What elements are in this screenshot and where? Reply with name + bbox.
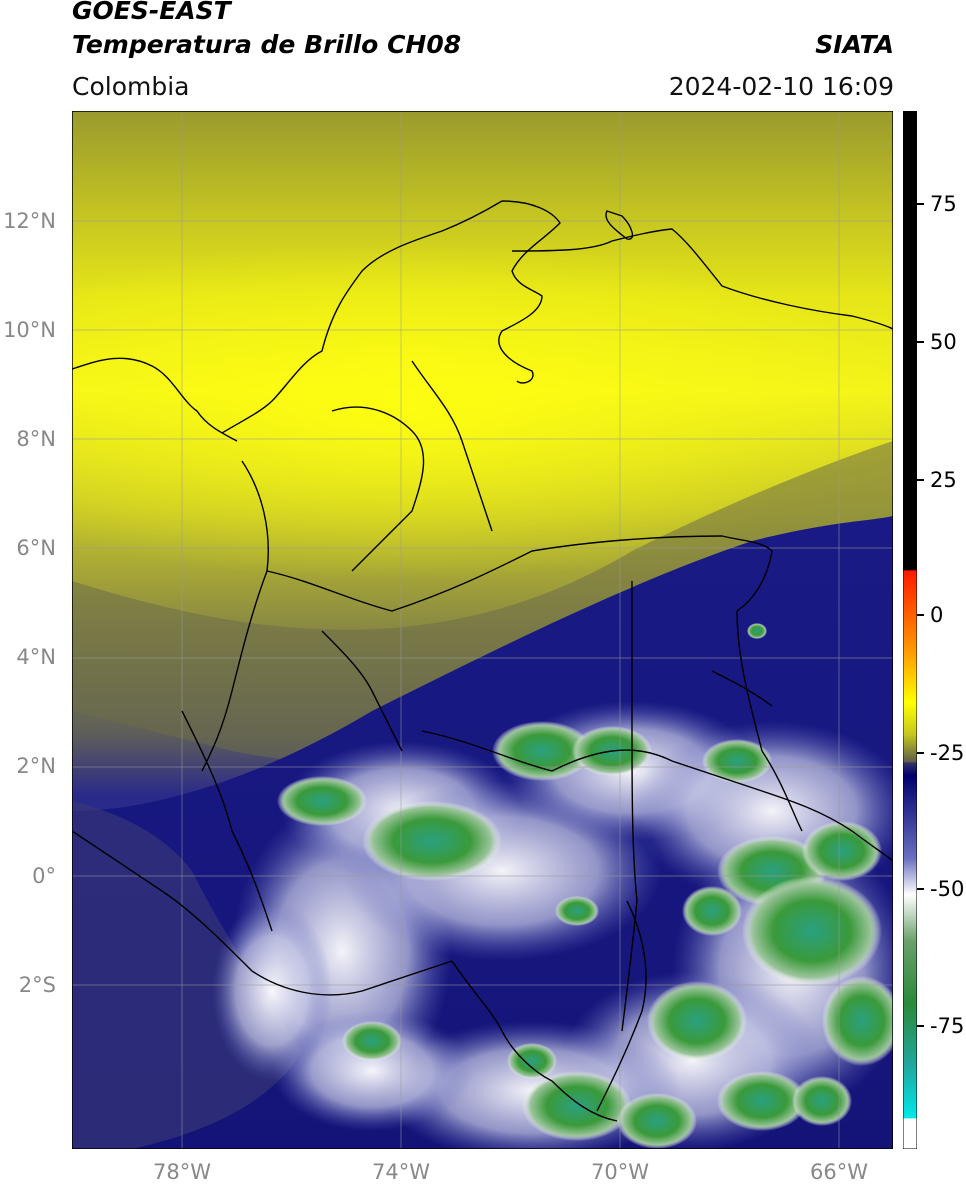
lat-label: 12°N — [3, 209, 56, 233]
satellite-map — [72, 111, 893, 1149]
title-satellite: GOES-EAST — [72, 0, 231, 25]
colorbar-label: 75 — [930, 192, 957, 216]
colorbar-tick — [917, 614, 924, 616]
colorbar — [903, 111, 917, 1149]
lat-label: 2°S — [18, 973, 56, 997]
colorbar-tick — [917, 752, 924, 754]
colorbar-tick — [917, 479, 924, 481]
lon-label: 74°W — [372, 1160, 430, 1184]
colorbar-label: -75 — [930, 1014, 965, 1038]
title-organization: SIATA — [815, 30, 894, 59]
colorbar-label: -50 — [930, 877, 965, 901]
colorbar-tick — [917, 203, 924, 205]
colorbar-tick — [917, 888, 924, 890]
title-product: Temperatura de Brillo CH08 — [72, 30, 462, 59]
colorbar-label: 50 — [930, 330, 957, 354]
lat-label: 0° — [32, 864, 56, 888]
colorbar-tick — [917, 1025, 924, 1027]
colorbar-tick — [917, 341, 924, 343]
lat-label: 8°N — [16, 427, 56, 451]
title-datetime: 2024-02-10 16:09 — [668, 72, 894, 101]
lon-label: 78°W — [153, 1160, 211, 1184]
colorbar-label: -25 — [930, 741, 965, 765]
lat-label: 10°N — [3, 318, 56, 342]
lon-label: 66°W — [810, 1160, 868, 1184]
lon-label: 70°W — [591, 1160, 649, 1184]
title-region: Colombia — [72, 72, 190, 101]
colorbar-label: 25 — [930, 468, 957, 492]
lat-label: 6°N — [16, 536, 56, 560]
lat-label: 4°N — [16, 645, 56, 669]
colorbar-label: 0 — [930, 603, 944, 627]
lat-label: 2°N — [16, 754, 56, 778]
